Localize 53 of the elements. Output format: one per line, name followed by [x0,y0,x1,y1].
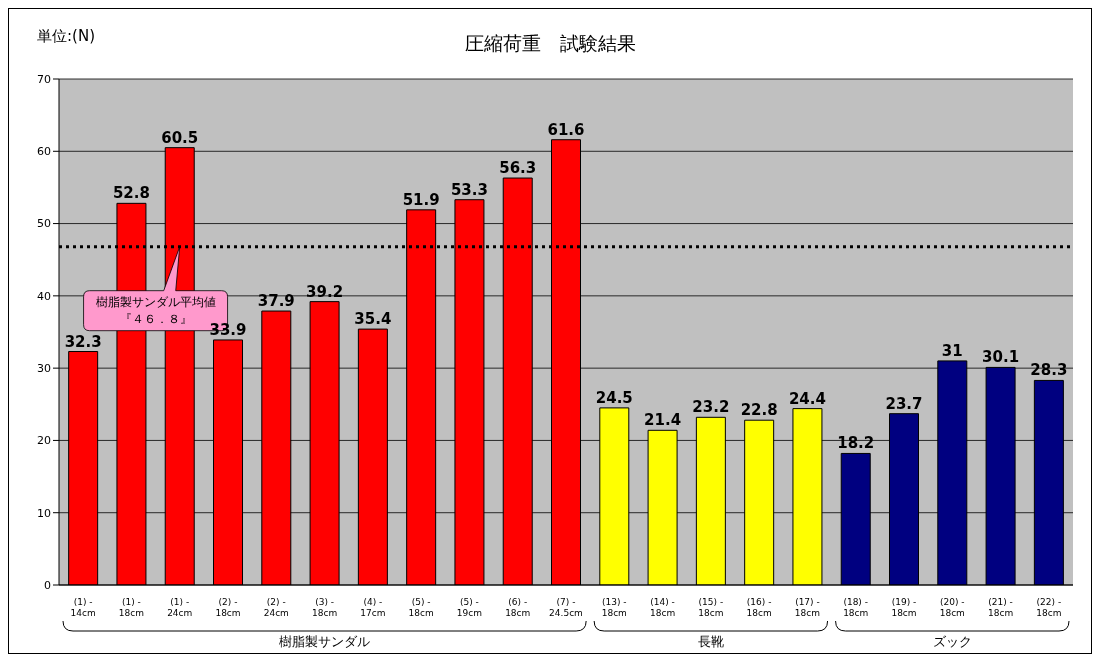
data-label: 28.3 [1030,361,1068,380]
x-tick-label: (21) - 18cm [987,597,1014,618]
data-label: 51.9 [402,190,440,209]
x-tick-label: (5) - 18cm [408,597,434,618]
data-label: 32.3 [64,332,102,351]
data-label: 23.2 [692,398,730,417]
data-label: 31 [941,341,963,360]
x-tick-label: (3) - 18cm [311,597,338,618]
x-tick-label: (19) - 18cm [891,597,917,618]
data-label: 53.3 [450,180,488,199]
x-tick-label: (1) - 14cm [70,597,96,618]
data-label: 60.5 [161,128,199,147]
y-tick-label: 50 [37,217,51,231]
x-tick-label: (18) - 18cm [843,597,869,618]
x-tick-label: (22) - 18cm [1036,597,1062,618]
data-label: 21.4 [644,411,682,430]
x-tick-label: (1) - 24cm [167,597,193,618]
y-tick-label: 0 [44,578,51,592]
y-tick-label: 60 [37,145,51,159]
data-label: 22.8 [740,401,778,420]
x-tick-label: (5) - 19cm [456,597,483,618]
x-tick-label: (6) - 18cm [505,597,531,618]
data-label: 35.4 [354,310,392,329]
y-axis-title: 単位:(N) [37,27,95,46]
data-label: 24.4 [788,389,826,408]
y-tick-label: 70 [37,72,51,86]
y-tick-label: 10 [37,506,51,520]
x-tick-label: (17) - 18cm [794,597,821,618]
data-label: 24.5 [595,388,633,407]
y-tick-label: 20 [37,434,51,448]
data-label: 30.1 [982,348,1020,367]
x-tick-label: (2) - 18cm [215,597,241,618]
x-tick-label: (1) - 18cm [118,597,145,618]
data-label: 61.6 [547,120,585,139]
x-tick-label: (20) - 18cm [939,597,965,618]
x-tick-label: (2) - 24cm [263,597,289,618]
x-tick-label: (16) - 18cm [746,597,772,618]
x-tick-label: (7) - 24.5cm [549,597,583,618]
x-tick-label: (4) - 17cm [360,597,386,618]
text: 樹脂製サンダル [279,634,371,649]
data-label: 39.2 [306,282,344,301]
data-label: 52.8 [112,184,150,203]
y-tick-label: 40 [37,289,51,303]
x-tick-label: (14) - 18cm [649,597,676,618]
text: ズック [932,634,972,649]
y-tick-label: 30 [37,362,51,376]
x-tick-label: (13) - 18cm [601,597,627,618]
chart-title: 圧縮荷重 試験結果 [464,32,636,54]
text: 長靴 [697,634,724,649]
data-label: 56.3 [499,159,537,178]
data-label: 37.9 [257,292,295,311]
data-label: 23.7 [885,394,923,413]
x-tick-label: (15) - 18cm [698,597,724,618]
